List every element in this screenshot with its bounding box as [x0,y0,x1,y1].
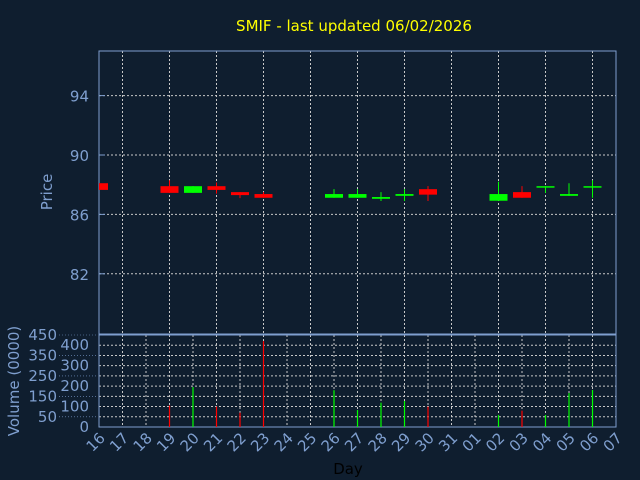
candle-body [325,194,343,198]
x-tick-label: 28 [365,429,391,455]
x-tick-label: 18 [130,429,156,455]
x-tick-label: 25 [294,429,320,455]
x-tick-label: 30 [412,429,438,455]
candle-body [583,186,602,188]
x-tick-label: 02 [482,429,508,455]
x-tick-label: 26 [318,429,344,455]
x-tick-label: 07 [600,429,626,455]
x-tick-label: 17 [106,429,132,455]
x-tick-label: 24 [271,429,297,455]
volume-tick-label: 400 [60,336,89,354]
price-axis-label: Price [38,174,56,211]
candle-body [372,197,390,199]
volume-tick-label: 0 [79,418,89,436]
volume-tick-label: 300 [60,357,89,375]
price-tick-label: 82 [70,266,89,284]
x-tick-label: 21 [200,429,226,455]
chart-title: SMIF - last updated 06/02/2026 [236,17,472,35]
volume-tick-label: 150 [28,387,57,405]
x-tick-label: 23 [247,429,273,455]
volume-tick-label: 250 [28,367,57,385]
volume-tick-label: 100 [60,398,89,416]
candle-body [489,194,508,201]
volume-tick-label: 350 [28,346,57,364]
x-tick-label: 31 [435,429,461,455]
candle-body [536,186,555,188]
volume-tick-label: 50 [38,408,57,426]
x-tick-label: 20 [177,429,203,455]
x-tick-label: 03 [506,429,532,455]
x-tick-label: 22 [224,429,250,455]
x-tick-label: 27 [341,429,367,455]
x-tick-label: 06 [576,429,602,455]
volume-tick-label: 450 [28,326,57,344]
candle-body [99,183,108,190]
candle-body [160,186,179,193]
candle-body [231,192,249,196]
x-tick-label: 01 [459,429,485,455]
price-tick-label: 90 [70,147,89,165]
candle-body [395,194,414,196]
candle-body [184,186,202,193]
candle-body [513,192,531,198]
candle-body [419,189,437,195]
x-tick-label: 05 [553,429,579,455]
candle-body [348,194,367,198]
candle-body [207,186,226,190]
candles [99,180,602,202]
x-tick-label: 04 [529,429,555,455]
price-tick-label: 86 [70,206,89,224]
candle-body [560,194,578,196]
price-plot-frame [98,50,617,335]
volume-tick-label: 200 [60,377,89,395]
x-tick-label: 29 [388,429,414,455]
x-tick-label: 19 [153,429,179,455]
candle-body [254,194,273,198]
volume-axis-label: Volume (0000) [5,326,23,436]
price-tick-label: 94 [70,88,89,106]
x-axis-label: Day [333,460,363,478]
